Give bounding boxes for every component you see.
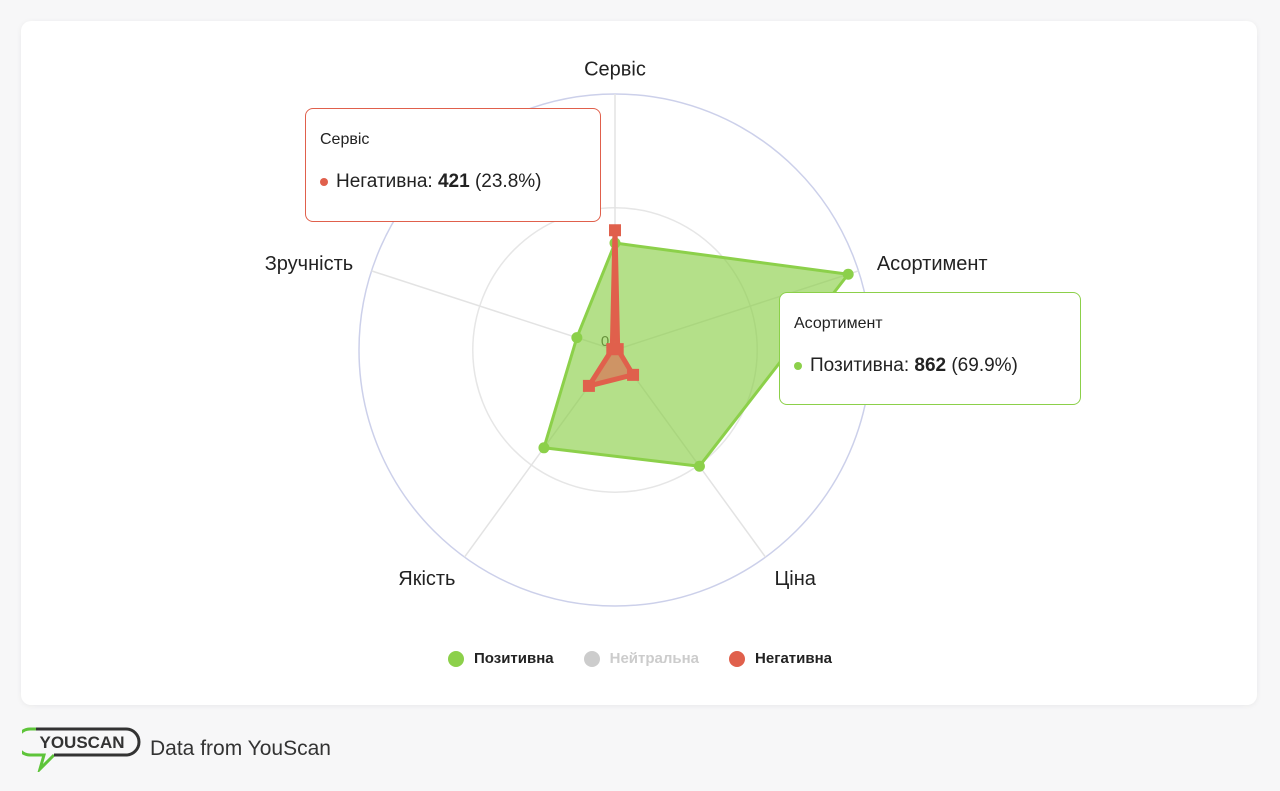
- series-dot: [320, 178, 328, 186]
- data-point: [842, 268, 854, 280]
- series-area-0: [542, 241, 850, 468]
- legend-item-negative[interactable]: Негативна: [729, 650, 832, 667]
- legend-label: Нейтральна: [609, 650, 700, 667]
- tooltip-asortyment: Асортимент Позитивна: 862 (69.9%): [779, 292, 1081, 405]
- tooltip-servis: Сервіс Негативна: 421 (23.8%): [305, 108, 601, 222]
- axis-label: Сервіс: [584, 58, 646, 80]
- svg-text:YOUSCAN: YOUSCAN: [39, 733, 124, 752]
- legend: Позитивна Нейтральна Негативна: [0, 650, 1280, 667]
- data-point: [582, 379, 595, 392]
- axis-label: Зручність: [265, 253, 353, 275]
- data-point: [609, 224, 621, 237]
- tooltip-series: Позитивна: [810, 355, 904, 376]
- axis-label: Якість: [398, 568, 455, 590]
- data-point: [606, 343, 619, 356]
- data-point: [693, 460, 705, 472]
- series-dot: [794, 362, 802, 370]
- axis-label: Асортимент: [877, 253, 988, 275]
- tooltip-percent: (23.8%): [474, 171, 542, 192]
- legend-label: Негативна: [755, 650, 832, 667]
- tooltip-series: Негативна: [336, 171, 428, 192]
- tooltip-value: 862: [914, 355, 947, 376]
- data-point: [571, 332, 583, 344]
- axis-label: Ціна: [775, 568, 817, 590]
- footer-text: Data from YouScan: [150, 737, 331, 760]
- footer: YOUSCAN Data from YouScan: [22, 726, 331, 772]
- tooltip-title: Сервіс: [320, 131, 370, 148]
- data-point: [627, 368, 640, 381]
- legend-dot: [448, 650, 464, 667]
- youscan-logo: YOUSCAN: [22, 727, 141, 772]
- tooltip-percent: (69.9%): [951, 355, 1018, 376]
- legend-item-neutral[interactable]: Нейтральна: [583, 650, 700, 667]
- legend-label: Позитивна: [474, 650, 554, 667]
- legend-dot: [583, 650, 600, 667]
- tooltip-value: 421: [437, 171, 470, 192]
- data-point: [538, 442, 550, 454]
- legend-item-positive[interactable]: Позитивна: [448, 650, 554, 667]
- legend-dot: [729, 650, 746, 667]
- tooltip-title: Асортимент: [794, 315, 883, 332]
